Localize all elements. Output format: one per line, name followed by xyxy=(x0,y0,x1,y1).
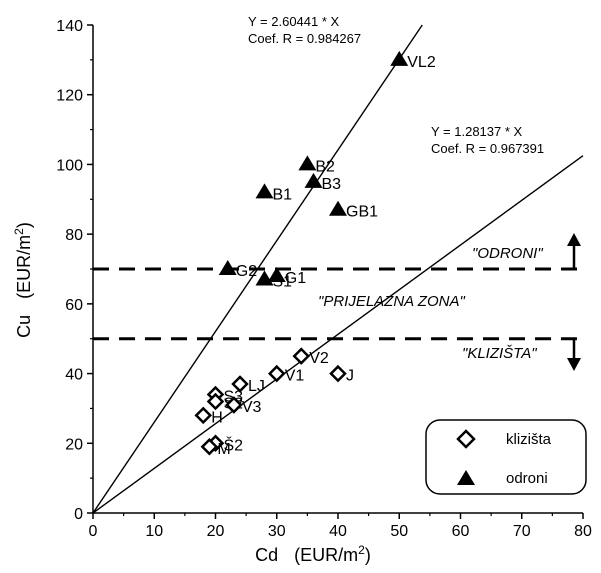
point-label: V3 xyxy=(242,399,262,416)
point-label: V1 xyxy=(285,368,305,385)
point-triangle xyxy=(255,183,274,199)
y-tick-label: 100 xyxy=(56,157,83,174)
fit1-coef: Coef. R = 0.984267 xyxy=(248,31,361,46)
point-diamond xyxy=(329,364,347,383)
x-tick-label: 0 xyxy=(89,523,98,540)
axes: 0 10 20 30 40 50 60 70 80 0 20 40 60 80 100 120 140 xyxy=(56,18,592,540)
point-label: VL2 xyxy=(407,54,436,71)
point-triangle xyxy=(267,266,286,282)
zone-label-klizista: "KLIZIŠTA" xyxy=(462,345,537,362)
point-label: B3 xyxy=(322,176,342,193)
legend-label-klizista: klizišta xyxy=(506,431,552,448)
x-tick-label: 20 xyxy=(207,523,225,540)
arrow-up-icon xyxy=(567,233,581,268)
point-label: B1 xyxy=(273,186,293,203)
point-label: V2 xyxy=(309,350,329,367)
point-diamond xyxy=(194,406,213,425)
zone-label-prijelazna: "PRIJELAZNA ZONA" xyxy=(318,293,465,310)
x-tick-label: 60 xyxy=(452,523,470,540)
point-label: H xyxy=(211,409,223,426)
x-tick-label: 10 xyxy=(145,523,163,540)
y-axis-title: Cu(EUR/m2) xyxy=(12,222,34,338)
y-tick-label: 80 xyxy=(65,227,83,244)
y-tick-label: 120 xyxy=(56,88,83,105)
legend-label-odroni: odroni xyxy=(506,470,548,487)
y-tick-label: 20 xyxy=(65,436,83,453)
point-triangle xyxy=(298,155,317,171)
point-label: LJ xyxy=(248,378,265,395)
y-tick-label: 40 xyxy=(65,367,83,384)
fit2-coef: Coef. R = 0.967391 xyxy=(431,141,544,156)
point-triangle xyxy=(304,172,323,188)
legend: klizišta odroni xyxy=(425,419,587,495)
point-diamond xyxy=(292,347,311,365)
point-label: GB1 xyxy=(346,204,378,221)
point-diamond xyxy=(231,375,249,393)
point-label: G2 xyxy=(236,263,257,280)
fit2-equation: Y = 1.28137 * X xyxy=(431,124,523,139)
point-label: M xyxy=(217,441,230,458)
point-label: Š1 xyxy=(273,271,293,290)
arrow-down-icon xyxy=(567,338,581,371)
legend-diamond-marker xyxy=(456,429,476,449)
y-tick-label: 140 xyxy=(56,18,83,35)
threshold-lines xyxy=(93,267,580,341)
point-label: B2 xyxy=(315,158,335,175)
point-diamond xyxy=(206,392,225,411)
point-label: G1 xyxy=(285,270,306,287)
point-diamond xyxy=(200,438,219,456)
x-tick-label: 80 xyxy=(574,523,592,540)
data-points: V2V1JLJS3S2V3HŠ2MVL2B2B3B1GB1G2G1Š1 xyxy=(194,50,436,458)
point-diamond xyxy=(267,364,286,383)
x-tick-label: 30 xyxy=(268,523,286,540)
regression-line-2 xyxy=(92,155,584,514)
y-tick-label: 0 xyxy=(74,506,83,523)
x-tick-label: 40 xyxy=(329,523,347,540)
fit1-equation: Y = 2.60441 * X xyxy=(248,14,340,29)
point-triangle xyxy=(390,50,409,66)
point-diamond xyxy=(225,396,243,414)
point-label: J xyxy=(346,368,354,385)
x-axis-title: Cd (EUR/m2) xyxy=(255,543,371,565)
zone-label-odroni: "ODRONI" xyxy=(472,245,543,262)
legend-triangle-marker xyxy=(457,470,475,485)
x-tick-label: 70 xyxy=(513,523,531,540)
point-triangle xyxy=(255,270,274,286)
point-label: Š2 xyxy=(224,435,244,454)
y-tick-label: 60 xyxy=(65,297,83,314)
x-tick-label: 50 xyxy=(390,523,408,540)
point-triangle xyxy=(329,200,347,216)
point-triangle xyxy=(218,260,237,275)
